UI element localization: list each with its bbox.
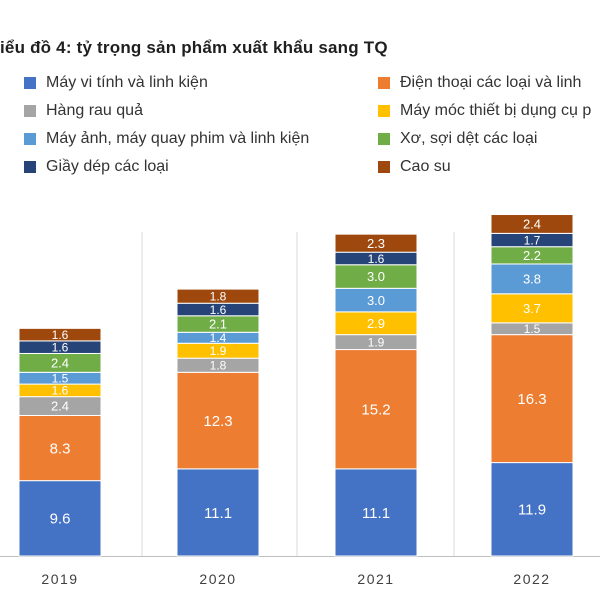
legend-label: Xơ, sợi dệt các loại: [400, 130, 538, 147]
legend-label: Máy vi tính và linh kiện: [46, 74, 208, 91]
x-tick-label: 2021: [357, 571, 394, 587]
legend-swatch: [378, 161, 390, 173]
data-label: 2.2: [523, 248, 541, 263]
data-label: 2.4: [51, 399, 69, 414]
data-label: 1.9: [368, 335, 385, 349]
data-label: 11.9: [518, 502, 546, 519]
legend-item: Máy móc thiết bị dụng cụ p: [378, 102, 591, 120]
bar-segment: [18, 480, 102, 557]
legend-label: Hàng rau quả: [46, 102, 143, 119]
legend-swatch: [24, 161, 36, 173]
data-label: 1.6: [52, 341, 69, 355]
legend-swatch: [378, 133, 390, 145]
bar-segment: [176, 371, 260, 470]
data-label: 8.3: [50, 440, 71, 457]
x-tick-label: 2022: [513, 571, 550, 587]
legend-label: Máy ảnh, máy quay phim và linh kiện: [46, 130, 310, 147]
data-label: 11.1: [362, 505, 390, 522]
data-label: 2.9: [367, 316, 385, 331]
legend-item: Điện thoại các loại và linh: [378, 74, 581, 92]
bar-segment: [176, 468, 260, 557]
data-label: 1.8: [210, 359, 227, 373]
data-label: 12.3: [203, 413, 232, 430]
data-label: 1.5: [524, 322, 541, 336]
data-label: 2.4: [523, 217, 541, 232]
data-label: 1.7: [524, 233, 541, 247]
legend-label: Giầy dép các loại: [46, 158, 169, 175]
bar-segment: [18, 414, 102, 482]
legend-item: Cao su: [378, 158, 451, 176]
legend-item: Máy vi tính và linh kiện: [24, 74, 208, 92]
legend-item: Giầy dép các loại: [24, 158, 169, 176]
data-label: 3.0: [367, 293, 385, 308]
data-label: 1.6: [368, 252, 385, 266]
bar-segment: [490, 334, 574, 464]
bar-segment: [490, 263, 574, 295]
legend-swatch: [24, 133, 36, 145]
bar-segment: [334, 349, 418, 470]
legend-label: Máy móc thiết bị dụng cụ p: [400, 102, 592, 119]
data-label: 2.1: [209, 317, 227, 332]
data-label: 1.6: [210, 303, 227, 317]
data-label: 11.1: [204, 505, 232, 522]
data-label: 2.3: [367, 236, 385, 251]
legend-label: Điện thoại các loại và linh: [400, 74, 582, 91]
chart-title: iểu đồ 4: tỷ trọng sản phẩm xuất khẩu sa…: [0, 38, 388, 57]
bar-segment: [334, 233, 418, 253]
x-tick-label: 2020: [199, 571, 236, 587]
data-label: 1.6: [52, 328, 69, 342]
data-label: 1.4: [210, 331, 227, 345]
data-label: 1.5: [52, 372, 69, 386]
legend-swatch: [24, 77, 36, 89]
legend-item: Xơ, sợi dệt các loại: [378, 130, 537, 148]
legend-swatch: [24, 105, 36, 117]
bar-segment: [334, 468, 418, 557]
data-label: 15.2: [361, 402, 390, 419]
data-label: 2.4: [51, 356, 69, 371]
bar-segment: [490, 293, 574, 324]
data-label: 9.6: [50, 511, 71, 528]
legend-label: Cao su: [400, 158, 451, 175]
legend-swatch: [378, 105, 390, 117]
bar-segment: [18, 327, 102, 342]
data-label: 3.0: [367, 269, 385, 284]
bar-segment: [176, 288, 260, 304]
legend-item: Hàng rau quả: [24, 102, 143, 120]
data-label: 16.3: [517, 391, 546, 408]
data-label: 3.7: [523, 301, 541, 316]
bar-segment: [490, 214, 574, 234]
legend: Máy vi tính và linh kiện Điện thoại các l…: [0, 0, 600, 200]
bar-segment: [490, 462, 574, 557]
legend-swatch: [378, 77, 390, 89]
data-label: 1.8: [210, 289, 227, 303]
data-label: 1.6: [52, 384, 69, 398]
data-label: 3.8: [523, 272, 541, 287]
legend-item: Máy ảnh, máy quay phim và linh kiện: [24, 130, 309, 148]
data-label: 1.9: [210, 344, 227, 358]
x-tick-label: 2019: [41, 571, 78, 587]
